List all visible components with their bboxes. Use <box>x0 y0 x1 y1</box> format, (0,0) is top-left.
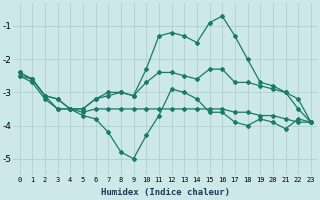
X-axis label: Humidex (Indice chaleur): Humidex (Indice chaleur) <box>101 188 230 197</box>
